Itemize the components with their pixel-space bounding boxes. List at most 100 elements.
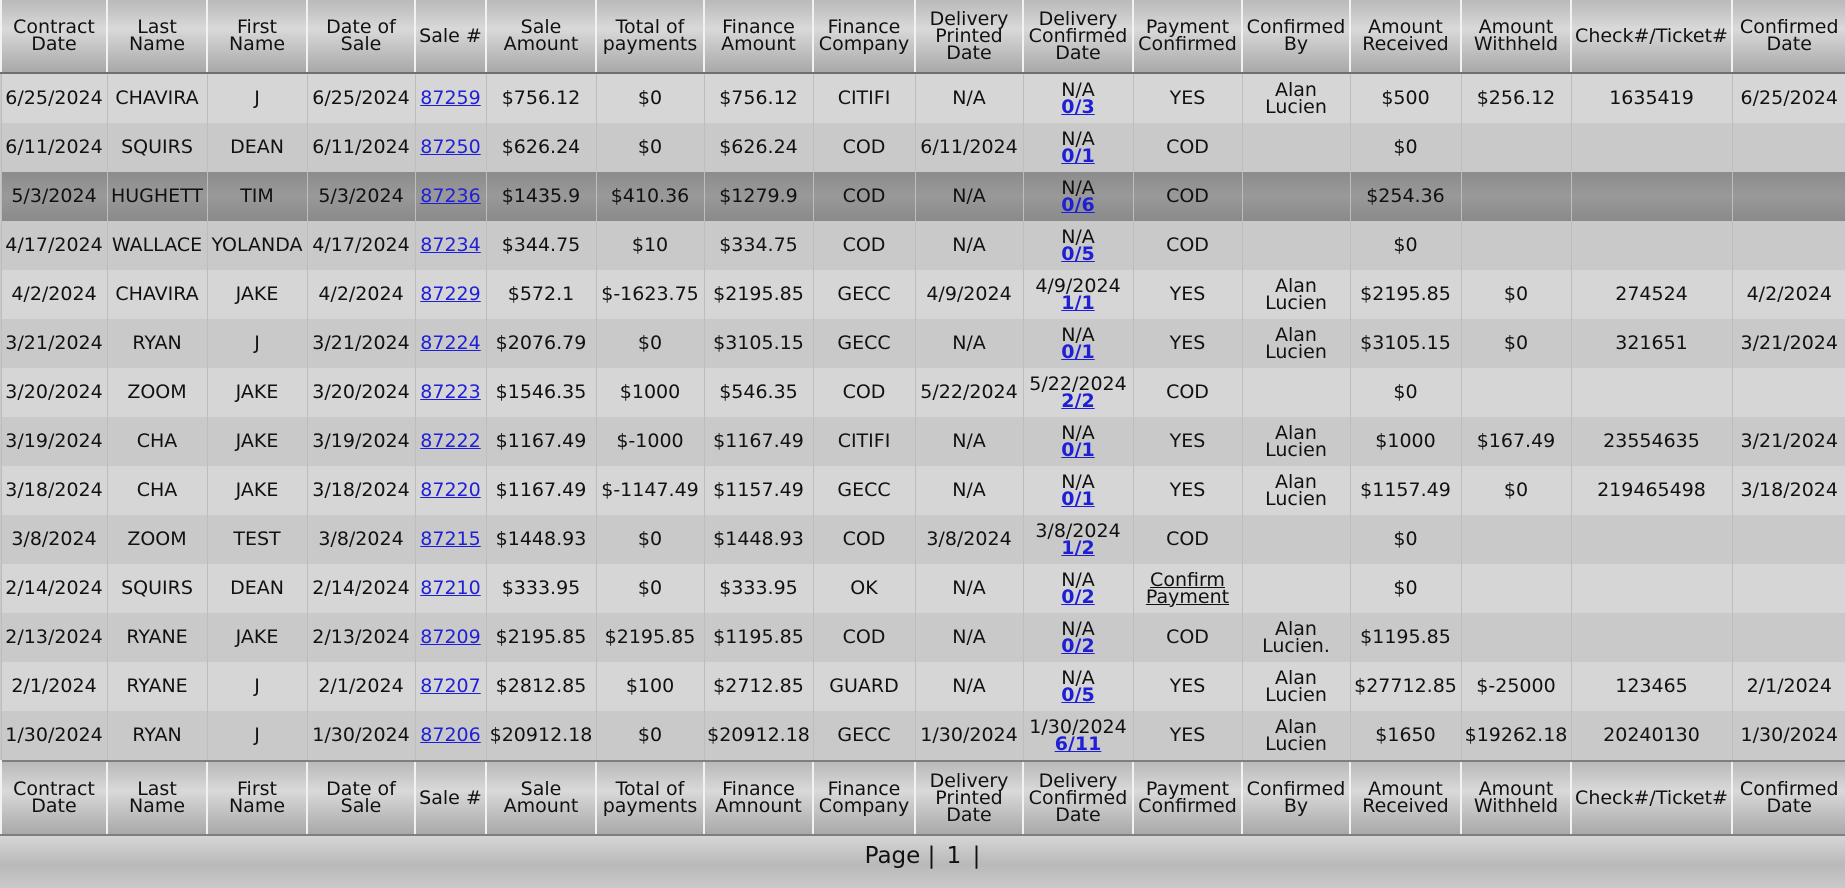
delivery-count-link[interactable]: 1/1 xyxy=(1061,291,1095,314)
contract-date-cell: 6/25/2024 xyxy=(0,73,107,123)
total-payments-cell: $410.36 xyxy=(595,172,704,221)
table-row[interactable]: 6/11/2024 SQUIRS DEAN 6/11/2024 87250 $626.24… xyxy=(0,123,1845,172)
delivery-confirmed-cell: 4/9/2024 1/1 xyxy=(1022,270,1133,319)
sale-number-link[interactable]: 87207 xyxy=(420,675,481,697)
header-col-3: Date of Sale xyxy=(306,0,416,74)
contract-date-cell: 4/17/2024 xyxy=(0,221,107,270)
sale-number-link[interactable]: 87236 xyxy=(420,185,481,207)
confirm-payment-link[interactable]: Confirm Payment xyxy=(1145,568,1230,608)
sale-number-link[interactable]: 87220 xyxy=(420,479,481,501)
sale-number-link[interactable]: 87223 xyxy=(420,381,481,403)
delivery-confirmed-date: N/A xyxy=(1061,323,1095,346)
delivery-count-link[interactable]: 0/2 xyxy=(1061,634,1095,657)
check-ticket-number-cell: 20240130 xyxy=(1570,711,1732,761)
table-row[interactable]: 3/19/2024 CHA JAKE 3/19/2024 87222 $1167.49 $-… xyxy=(0,417,1845,466)
delivery-confirmed-date: 4/9/2024 xyxy=(1035,274,1121,297)
delivery-confirmed-date: N/A xyxy=(1061,225,1095,248)
table-row[interactable]: 1/30/2024 RYAN J 1/30/2024 87206 $20912.18 $0 $… xyxy=(0,711,1845,761)
sale-number-link[interactable]: 87234 xyxy=(420,234,481,256)
delivery-count-link[interactable]: 0/5 xyxy=(1061,242,1095,265)
date-of-sale-cell: 6/11/2024 xyxy=(306,123,415,172)
table-row[interactable]: 3/8/2024 ZOOM TEST 3/8/2024 87215 $1448.93 $0 $… xyxy=(0,515,1845,564)
delivery-printed-date-cell: N/A xyxy=(914,564,1023,613)
sale-number-link[interactable]: 87210 xyxy=(420,577,481,599)
finance-amount-cell: $3105.15 xyxy=(703,319,813,368)
sale-number-link[interactable]: 87222 xyxy=(420,430,481,452)
contract-date-cell: 3/8/2024 xyxy=(0,515,107,564)
table-row[interactable]: 3/18/2024 CHA JAKE 3/18/2024 87220 $1167.49 $-… xyxy=(0,466,1845,515)
delivery-confirmed-cell: N/A 0/1 xyxy=(1022,466,1133,515)
sale-amount-cell: $626.24 xyxy=(485,123,596,172)
sale-number-link[interactable]: 87209 xyxy=(420,626,481,648)
amount-received-cell: $27712.85 xyxy=(1349,662,1461,711)
delivery-count-link[interactable]: 0/1 xyxy=(1061,144,1095,167)
delivery-count-link[interactable]: 2/2 xyxy=(1061,389,1095,412)
contract-date-cell: 3/19/2024 xyxy=(0,417,107,466)
amount-withheld-cell xyxy=(1460,368,1571,417)
confirmed-by-cell: Alan Lucien. xyxy=(1241,613,1350,662)
footer-header-col-11: Payment Confirmed xyxy=(1132,760,1243,834)
delivery-confirmed-cell: 1/30/2024 6/11 xyxy=(1022,711,1133,761)
confirmed-by-cell: Alan Lucien xyxy=(1241,662,1350,711)
amount-withheld-cell xyxy=(1460,515,1571,564)
sale-number-link[interactable]: 87229 xyxy=(420,283,481,305)
footer-header-col-4: Sale # xyxy=(414,760,487,834)
footer-header-col-0: Contract Date xyxy=(0,760,108,834)
table-row[interactable]: 6/25/2024 CHAVIRA J 6/25/2024 87259 $756.12 $0… xyxy=(0,73,1845,123)
sale-number-link[interactable]: 87206 xyxy=(420,724,481,746)
header-col-7: Finance Amount xyxy=(703,0,814,74)
delivery-confirmed-cell: N/A 0/3 xyxy=(1022,73,1133,123)
footer-header-col-14: Amount Withheld xyxy=(1460,760,1572,834)
table-row[interactable]: 4/17/2024 WALLACE YOLANDA 4/17/2024 87234 $34… xyxy=(0,221,1845,270)
delivery-confirmed-date: N/A xyxy=(1061,568,1095,591)
total-payments-cell: $10 xyxy=(595,221,704,270)
delivery-count-link[interactable]: 0/2 xyxy=(1061,585,1095,608)
payment-confirmed-cell: YES xyxy=(1132,711,1242,761)
amount-received-cell: $0 xyxy=(1349,368,1461,417)
confirmed-by-cell: Alan Lucien xyxy=(1241,319,1350,368)
delivery-count-link[interactable]: 6/11 xyxy=(1054,732,1102,755)
check-ticket-number-cell: 123465 xyxy=(1570,662,1732,711)
table-row[interactable]: 3/21/2024 RYAN J 3/21/2024 87224 $2076.79 $0 $3… xyxy=(0,319,1845,368)
amount-received-cell: $3105.15 xyxy=(1349,319,1461,368)
table-row[interactable]: 2/13/2024 RYANE JAKE 2/13/2024 87209 $2195.85… xyxy=(0,613,1845,662)
table-row[interactable]: 5/3/2024 HUGHETT TIM 5/3/2024 87236 $1435.9 $4… xyxy=(0,172,1845,221)
sale-number-link[interactable]: 87215 xyxy=(420,528,481,550)
first-name-cell: J xyxy=(206,319,307,368)
delivery-count-link[interactable]: 0/3 xyxy=(1061,95,1095,118)
last-name-cell: RYANE xyxy=(106,613,207,662)
table-row[interactable]: 3/20/2024 ZOOM JAKE 3/20/2024 87223 $1546.35 $… xyxy=(0,368,1845,417)
total-payments-cell: $-1623.75 xyxy=(595,270,704,319)
delivery-count-link[interactable]: 1/2 xyxy=(1061,536,1095,559)
table-row[interactable]: 2/14/2024 SQUIRS DEAN 2/14/2024 87210 $333.95… xyxy=(0,564,1845,613)
delivery-count-link[interactable]: 0/6 xyxy=(1061,193,1095,216)
confirmed-by-cell xyxy=(1241,368,1350,417)
sale-amount-cell: $2195.85 xyxy=(485,613,596,662)
amount-received-cell: $500 xyxy=(1349,73,1461,123)
finance-amount-cell: $626.24 xyxy=(703,123,813,172)
finance-amount-cell: $1279.9 xyxy=(703,172,813,221)
delivery-confirmed-cell: N/A 0/1 xyxy=(1022,123,1133,172)
amount-withheld-cell: $19262.18 xyxy=(1460,711,1571,761)
delivery-count-link[interactable]: 0/1 xyxy=(1061,438,1095,461)
first-name-cell: TIM xyxy=(206,172,307,221)
check-ticket-number-cell: 23554635 xyxy=(1570,417,1732,466)
delivery-count-link[interactable]: 0/1 xyxy=(1061,487,1095,510)
sale-number-link[interactable]: 87224 xyxy=(420,332,481,354)
sale-number-link[interactable]: 87259 xyxy=(420,87,481,109)
sale-number-cell: 87234 xyxy=(414,221,486,270)
sale-amount-cell: $1167.49 xyxy=(485,466,596,515)
contract-date-cell: 4/2/2024 xyxy=(0,270,107,319)
amount-received-cell: $1650 xyxy=(1349,711,1461,761)
delivery-confirmed-date: 1/30/2024 xyxy=(1029,715,1127,738)
confirmed-by-cell: Alan Lucien xyxy=(1241,270,1350,319)
table-row[interactable]: 2/1/2024 RYANE J 2/1/2024 87207 $2812.85 $100 $… xyxy=(0,662,1845,711)
amount-received-cell: $2195.85 xyxy=(1349,270,1461,319)
pager-page-1[interactable]: 1 xyxy=(946,843,962,869)
delivery-count-link[interactable]: 0/1 xyxy=(1061,340,1095,363)
table-row[interactable]: 4/2/2024 CHAVIRA JAKE 4/2/2024 87229 $572.1 $-… xyxy=(0,270,1845,319)
sale-number-link[interactable]: 87250 xyxy=(420,136,481,158)
delivery-count-link[interactable]: 0/5 xyxy=(1061,683,1095,706)
finance-company-cell: COD xyxy=(812,368,915,417)
payment-confirmed-cell: COD xyxy=(1132,368,1242,417)
